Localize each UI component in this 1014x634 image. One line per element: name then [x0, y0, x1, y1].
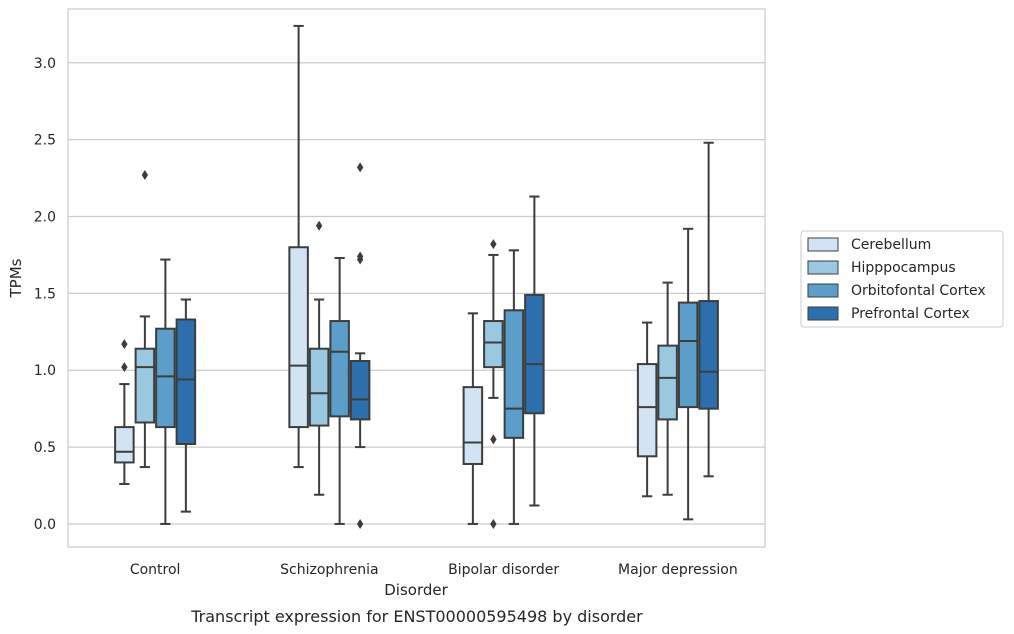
legend-swatch [807, 260, 839, 275]
outlier-point [356, 518, 364, 529]
iqr-box [329, 320, 350, 418]
y-axis: 0.0 0.5 1.0 1.5 2.0 2.5 3.0 [34, 56, 56, 533]
legend-swatch [807, 306, 839, 321]
iqr-box [657, 344, 678, 421]
legend-items: Cerebellum Hipppocampus Orbitofontal Corte… [807, 237, 986, 322]
legend: Cerebellum Hipppocampus Orbitofontal Corte… [800, 230, 1004, 328]
box-hipppocampus [308, 220, 330, 496]
box-orbitofontal-cortex [503, 249, 525, 525]
legend-label: Prefrontal Cortex [851, 306, 970, 322]
y-tick-label: 1.5 [34, 286, 56, 302]
iqr-box [288, 246, 309, 429]
outlier-point [490, 434, 497, 445]
outlier-point [490, 239, 497, 250]
iqr-box [155, 327, 176, 429]
x-tick-label: Bipolar disorder [448, 562, 559, 578]
y-tick-label: 3.0 [34, 56, 56, 72]
x-axis: Control Schizophrenia Bipolar disorder Majo… [130, 562, 738, 578]
plot-frame [67, 8, 766, 548]
outlier-point [141, 170, 149, 181]
iqr-box [698, 300, 719, 410]
legend-label: Cerebellum [851, 237, 931, 253]
iqr-box [134, 347, 156, 424]
y-tick-label: 0.0 [34, 517, 56, 533]
iqr-box [349, 360, 371, 421]
outlier-point [490, 518, 497, 529]
grid-layer [68, 62, 765, 525]
iqr-box [308, 347, 330, 427]
legend-swatch [807, 237, 839, 252]
iqr-box [462, 386, 484, 465]
x-axis-label: Disorder [384, 581, 448, 599]
outlier-point [356, 162, 364, 173]
box-orbitofontal-cortex [677, 227, 699, 521]
box-orbitofontal-cortex [329, 257, 350, 525]
box-orbitofontal-cortex [155, 258, 176, 525]
legend-label: Hipppocampus [851, 260, 956, 276]
y-tick-label: 2.0 [34, 210, 56, 226]
iqr-box [114, 426, 135, 464]
plot-area [114, 24, 719, 529]
iqr-box [677, 301, 699, 409]
iqr-box [175, 318, 197, 446]
box-cerebellum [462, 312, 484, 525]
box-prefrontal-cortex [524, 195, 545, 507]
box-cerebellum [288, 24, 309, 469]
y-tick-label: 1.0 [34, 363, 56, 379]
box-cerebellum [114, 339, 135, 485]
box-hipppocampus [483, 239, 504, 529]
outlier-point [315, 220, 323, 231]
box-cerebellum [636, 321, 658, 498]
x-tick-label: Major depression [618, 562, 738, 578]
iqr-box [636, 363, 658, 458]
x-tick-label: Schizophrenia [280, 562, 378, 578]
box-prefrontal-cortex [175, 298, 197, 513]
legend-label: Orbitofontal Cortex [851, 283, 986, 299]
iqr-box [503, 309, 525, 439]
outlier-point [121, 362, 128, 373]
box-prefrontal-cortex [698, 141, 719, 478]
y-axis-label: TPMs [7, 258, 25, 298]
outlier-point [356, 251, 364, 262]
iqr-box [483, 320, 504, 369]
chart-caption: Transcript expression for ENST0000059549… [190, 607, 643, 626]
y-tick-label: 2.5 [34, 133, 56, 149]
box-hipppocampus [657, 281, 678, 496]
y-tick-label: 0.5 [34, 440, 56, 456]
legend-swatch [807, 283, 839, 298]
box-hipppocampus [134, 170, 156, 469]
x-tick-label: Control [130, 562, 181, 578]
outlier-point [121, 339, 128, 350]
box-prefrontal-cortex [349, 162, 371, 529]
legend-frame [800, 230, 1004, 328]
iqr-box [524, 293, 545, 415]
